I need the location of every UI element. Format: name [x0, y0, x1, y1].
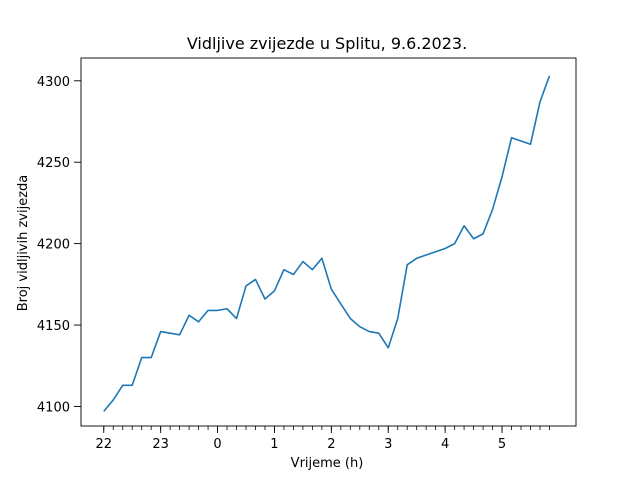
y-tick-label: 4200	[37, 238, 70, 253]
chart-title: Vidljive zvijezde u Splitu, 9.6.2023.	[187, 34, 467, 53]
x-tick-label: 2	[327, 437, 335, 452]
y-tick-label: 4250	[37, 156, 70, 171]
y-tick-label: 4300	[37, 75, 70, 90]
y-axis-label: Broj vidljivih zvijezda	[16, 175, 31, 312]
x-tick-label: 5	[498, 437, 506, 452]
axes-frame	[80, 57, 577, 427]
x-tick-label: 0	[213, 437, 221, 452]
y-tick-label: 4100	[37, 400, 70, 415]
x-tick-label: 22	[95, 437, 112, 452]
x-axis-label: Vrijeme (h)	[291, 456, 364, 471]
y-tick-label: 4150	[37, 319, 70, 334]
x-tick-label: 4	[441, 437, 449, 452]
x-tick-label: 1	[270, 437, 278, 452]
x-tick-label: 3	[384, 437, 392, 452]
data-line	[103, 75, 551, 412]
x-tick-label: 23	[152, 437, 169, 452]
